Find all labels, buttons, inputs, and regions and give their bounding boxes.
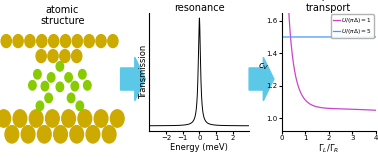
Y-axis label: $c_V$: $c_V$ xyxy=(257,61,269,72)
Circle shape xyxy=(70,126,84,143)
Circle shape xyxy=(37,35,47,48)
Circle shape xyxy=(29,110,43,127)
FancyArrow shape xyxy=(121,57,146,101)
Circle shape xyxy=(0,110,11,127)
X-axis label: $\Gamma_L/\Gamma_R$: $\Gamma_L/\Gamma_R$ xyxy=(318,143,339,155)
Circle shape xyxy=(71,81,79,91)
Circle shape xyxy=(84,81,91,90)
Circle shape xyxy=(86,126,100,143)
X-axis label: Energy (meV): Energy (meV) xyxy=(170,143,228,152)
Circle shape xyxy=(71,50,82,63)
Circle shape xyxy=(13,35,23,48)
Title: non–equilibrium
transport: non–equilibrium transport xyxy=(290,0,368,12)
Circle shape xyxy=(65,73,72,82)
Circle shape xyxy=(41,81,49,91)
Circle shape xyxy=(67,93,75,103)
Legend: $U/(\pi\Delta) = 1$, $U/(\pi\Delta) = 5$: $U/(\pi\Delta) = 1$, $U/(\pi\Delta) = 5$ xyxy=(331,14,374,38)
Circle shape xyxy=(37,126,51,143)
Circle shape xyxy=(110,110,124,127)
Y-axis label: Transmission: Transmission xyxy=(139,45,148,99)
Circle shape xyxy=(29,81,36,90)
Circle shape xyxy=(76,101,84,111)
Circle shape xyxy=(25,35,35,48)
Circle shape xyxy=(102,126,116,143)
Circle shape xyxy=(36,50,46,63)
Circle shape xyxy=(36,101,44,111)
Circle shape xyxy=(60,50,70,63)
Circle shape xyxy=(45,93,53,103)
FancyArrow shape xyxy=(249,57,274,101)
Text: atomic
structure: atomic structure xyxy=(40,5,85,26)
Circle shape xyxy=(1,35,11,48)
Circle shape xyxy=(60,35,71,48)
Circle shape xyxy=(79,70,86,79)
Circle shape xyxy=(34,70,41,79)
Circle shape xyxy=(56,62,64,71)
Circle shape xyxy=(72,35,82,48)
Circle shape xyxy=(47,73,55,82)
Circle shape xyxy=(48,35,59,48)
Circle shape xyxy=(78,110,92,127)
Circle shape xyxy=(84,35,94,48)
Circle shape xyxy=(62,110,76,127)
Circle shape xyxy=(94,110,108,127)
Circle shape xyxy=(54,126,67,143)
Circle shape xyxy=(108,35,118,48)
Circle shape xyxy=(96,35,106,48)
Circle shape xyxy=(13,110,27,127)
Title: Kondo
resonance: Kondo resonance xyxy=(174,0,225,12)
Circle shape xyxy=(45,110,59,127)
Circle shape xyxy=(5,126,19,143)
Circle shape xyxy=(48,50,58,63)
Circle shape xyxy=(56,82,64,92)
Circle shape xyxy=(21,126,35,143)
